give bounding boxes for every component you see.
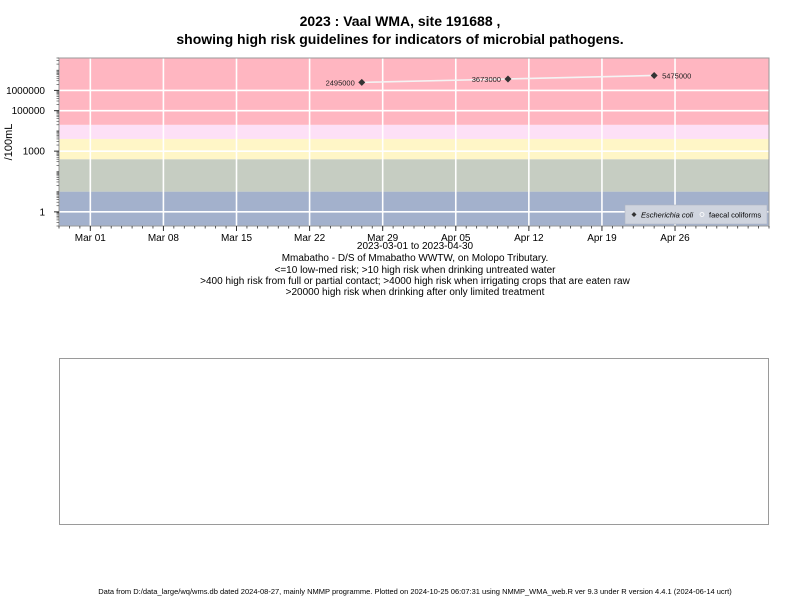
data-point <box>650 71 658 79</box>
caption-risk-2: >400 high risk from full or partial cont… <box>200 276 630 287</box>
x-tick-label-1: Mar 08 <box>148 233 180 244</box>
y-tick-label-1: 1000 <box>23 147 46 158</box>
chart-title-line-2: showing high risk guidelines for indicat… <box>176 31 624 47</box>
empty-lower-panel <box>59 358 769 525</box>
microbial-chart: Mar 01 Mar 08 Mar 15 Mar 22 Mar 29 Apr 05 Apr … <box>3 57 770 244</box>
x-tick-label-4: Mar 29 <box>367 233 399 244</box>
y-axis-label: /100mL <box>3 124 15 161</box>
data-label: 5475000 <box>662 71 691 80</box>
caption-site: Mmabatho - D/S of Mmabatho WWTW, on Molo… <box>281 253 549 264</box>
chart-title-line-1: 2023 : Vaal WMA, site 191688 , <box>299 13 501 29</box>
x-tick-label-3: Mar 22 <box>294 233 326 244</box>
y-tick-label-0: 1 <box>39 207 45 218</box>
caption-risk-1: <=10 low-med risk; >10 high risk when dr… <box>274 265 556 276</box>
data-label: 3673000 <box>472 75 501 84</box>
data-point <box>504 75 512 83</box>
x-tick-label-0: Mar 01 <box>75 233 107 244</box>
x-tick-label-7: Apr 19 <box>587 233 617 244</box>
risk-band-2 <box>59 138 769 160</box>
caption-date-range: 2023-03-01 to 2023-04-30 <box>356 241 474 252</box>
data-label: 2495000 <box>326 78 355 87</box>
x-tick-label-6: Apr 12 <box>514 233 544 244</box>
legend-label-e-coli: Escherichia coli <box>641 211 693 220</box>
x-tick-label-5: Apr 05 <box>441 233 471 244</box>
footer-note: Data from D:/data_large/wq/wms.db dated … <box>98 587 732 596</box>
x-tick-label-8: Apr 26 <box>660 233 690 244</box>
y-tick-label-2: 100000 <box>12 106 46 117</box>
risk-band-4 <box>59 58 769 125</box>
risk-band-3 <box>59 124 769 139</box>
y-tick-label-3: 1000000 <box>6 86 45 97</box>
legend-marker-e-coli <box>631 212 637 217</box>
risk-band-1 <box>59 159 769 192</box>
legend-label-faecal-coliforms: faecal coliforms <box>709 211 761 220</box>
x-tick-label-2: Mar 15 <box>221 233 253 244</box>
legend-box <box>624 204 768 225</box>
legend-marker-faecal-coliforms <box>699 212 705 217</box>
data-point <box>358 78 366 86</box>
caption-risk-3: >20000 high risk when drinking after onl… <box>285 287 545 298</box>
